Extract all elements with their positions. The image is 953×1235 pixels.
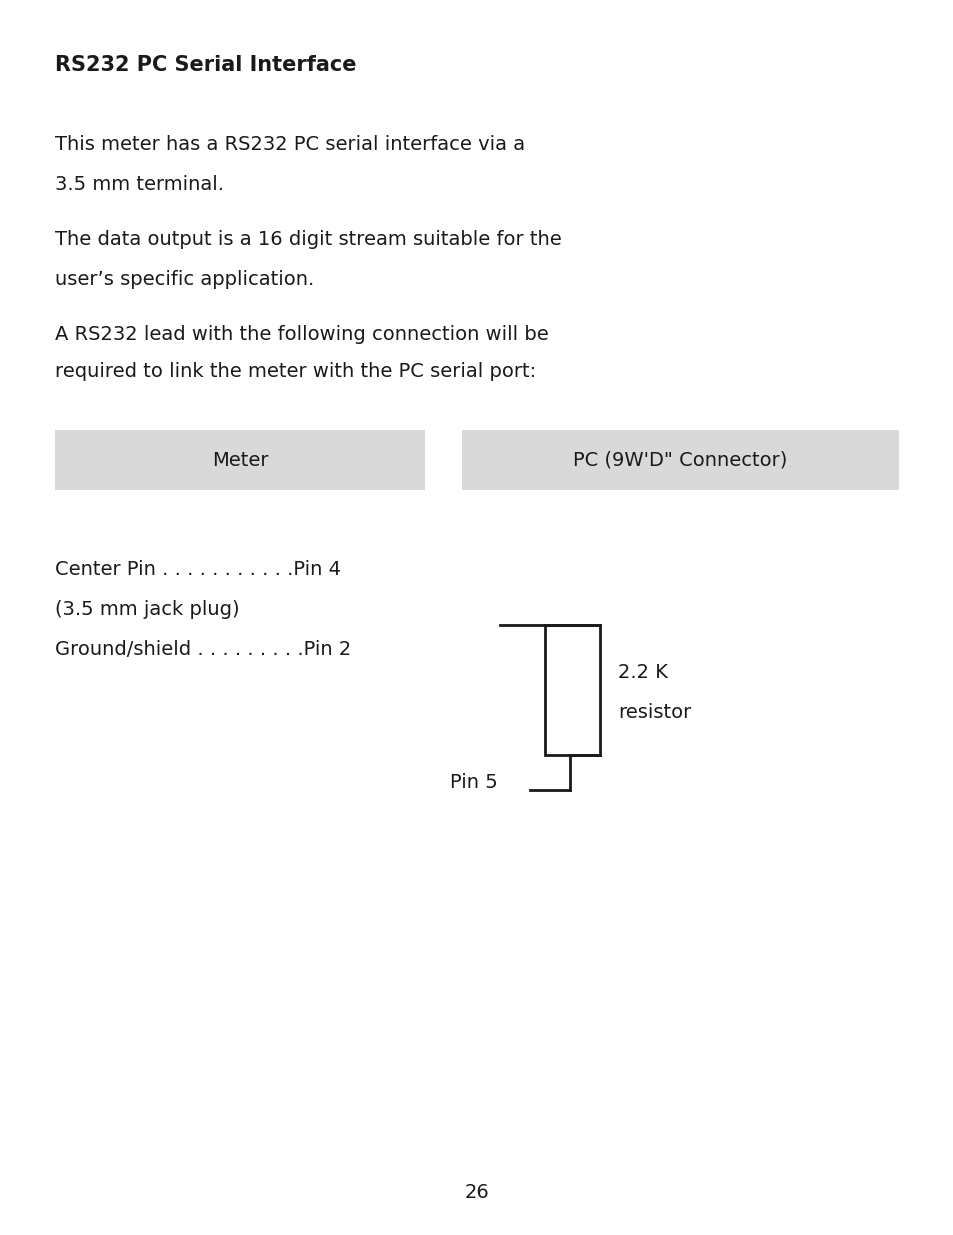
Text: 3.5 mm terminal.: 3.5 mm terminal. (55, 175, 224, 194)
Text: 2.2 K: 2.2 K (618, 662, 667, 682)
Text: Ground/shield . . . . . . . . .Pin 2: Ground/shield . . . . . . . . .Pin 2 (55, 640, 351, 659)
Text: user’s specific application.: user’s specific application. (55, 270, 314, 289)
Text: resistor: resistor (618, 703, 691, 721)
Text: Center Pin . . . . . . . . . . .Pin 4: Center Pin . . . . . . . . . . .Pin 4 (55, 559, 340, 579)
Text: This meter has a RS232 PC serial interface via a: This meter has a RS232 PC serial interfa… (55, 135, 524, 154)
Text: (3.5 mm jack plug): (3.5 mm jack plug) (55, 600, 239, 619)
Text: RS232 PC Serial Interface: RS232 PC Serial Interface (55, 56, 356, 75)
Text: A RS232 lead with the following connection will be: A RS232 lead with the following connecti… (55, 325, 548, 345)
Text: 26: 26 (464, 1183, 489, 1203)
Bar (544, 625, 599, 755)
Text: The data output is a 16 digit stream suitable for the: The data output is a 16 digit stream sui… (55, 230, 561, 249)
Text: Pin 5: Pin 5 (450, 773, 497, 792)
Text: PC (9W'D" Connector): PC (9W'D" Connector) (573, 451, 787, 469)
Text: required to link the meter with the PC serial port:: required to link the meter with the PC s… (55, 362, 536, 382)
Bar (461, 430, 898, 490)
Bar (55, 430, 424, 490)
Text: Meter: Meter (212, 451, 268, 469)
